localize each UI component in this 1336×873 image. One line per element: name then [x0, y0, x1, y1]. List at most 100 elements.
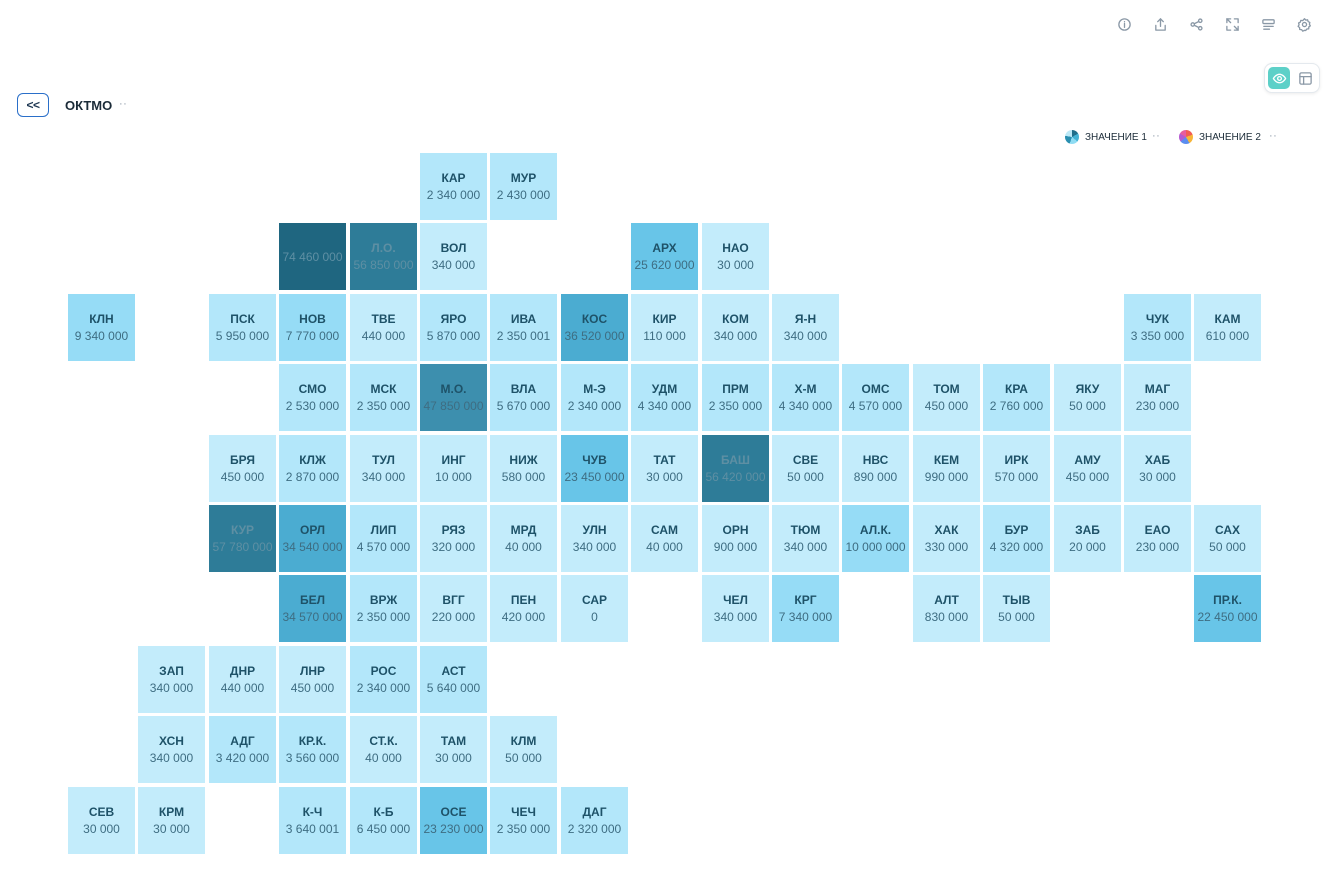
region-tile[interactable]: ЗАП 340 000 [138, 646, 205, 713]
region-tile[interactable]: КОМ 340 000 [702, 294, 769, 361]
region-tile[interactable]: ТЫВ 50 000 [983, 575, 1050, 642]
region-tile[interactable]: АРХ 25 620 000 [631, 223, 698, 290]
region-tile[interactable]: НИЖ 580 000 [490, 435, 557, 502]
region-tile[interactable]: ЛНР 450 000 [279, 646, 346, 713]
region-tile[interactable]: ПРМ 2 350 000 [702, 364, 769, 431]
region-tile[interactable]: СТ.К. 40 000 [350, 716, 417, 783]
region-tile[interactable]: ВЛА 5 670 000 [490, 364, 557, 431]
region-tile[interactable]: КР.К. 3 560 000 [279, 716, 346, 783]
region-tile[interactable]: ЯРО 5 870 000 [420, 294, 487, 361]
region-tile[interactable]: АСТ 5 640 000 [420, 646, 487, 713]
region-tile[interactable]: ОМС 4 570 000 [842, 364, 909, 431]
region-tile[interactable]: ИРК 570 000 [983, 435, 1050, 502]
region-tile[interactable]: АЛТ 830 000 [913, 575, 980, 642]
region-tile[interactable]: ТАТ 30 000 [631, 435, 698, 502]
region-tile[interactable]: ТВЕ 440 000 [350, 294, 417, 361]
region-tile[interactable]: Х-М 4 340 000 [772, 364, 839, 431]
region-tile[interactable]: ОРЛ 34 540 000 [279, 505, 346, 572]
region-tile[interactable]: ПЕН 420 000 [490, 575, 557, 642]
region-tile[interactable]: САР 0 [561, 575, 628, 642]
region-tile[interactable]: БУР 4 320 000 [983, 505, 1050, 572]
region-tile[interactable]: Л.О. 56 850 000 [350, 223, 417, 290]
map-view-icon[interactable] [1268, 67, 1290, 89]
region-tile[interactable]: РЯЗ 320 000 [420, 505, 487, 572]
region-tile[interactable]: К-Ч 3 640 001 [279, 787, 346, 854]
region-tile[interactable]: ТАМ 30 000 [420, 716, 487, 783]
region-tile[interactable]: КРА 2 760 000 [983, 364, 1050, 431]
region-tile[interactable]: 74 460 000 [279, 223, 346, 290]
region-tile[interactable]: БРЯ 450 000 [209, 435, 276, 502]
region-tile[interactable]: ОРН 900 000 [702, 505, 769, 572]
info-icon[interactable] [1115, 15, 1133, 33]
region-tile[interactable]: К-Б 6 450 000 [350, 787, 417, 854]
region-tile[interactable]: ЛИП 4 570 000 [350, 505, 417, 572]
region-tile[interactable]: КУР 57 780 000 [209, 505, 276, 572]
region-tile[interactable]: САХ 50 000 [1194, 505, 1261, 572]
region-tile[interactable]: САМ 40 000 [631, 505, 698, 572]
region-tile[interactable]: ЗАБ 20 000 [1054, 505, 1121, 572]
region-tile[interactable]: АЛ.К. 10 000 000 [842, 505, 909, 572]
region-tile[interactable]: БЕЛ 34 570 000 [279, 575, 346, 642]
region-tile[interactable]: КАМ 610 000 [1194, 294, 1261, 361]
region-tile[interactable]: ПР.К. 22 450 000 [1194, 575, 1261, 642]
region-tile[interactable]: КИР 110 000 [631, 294, 698, 361]
region-tile[interactable]: КРМ 30 000 [138, 787, 205, 854]
region-tile[interactable]: ИВА 2 350 001 [490, 294, 557, 361]
filter-icon[interactable] [1259, 15, 1277, 33]
region-tile[interactable]: ЧЕЛ 340 000 [702, 575, 769, 642]
dimension-menu-dots[interactable]: ·· [119, 98, 128, 110]
region-tile[interactable]: ДАГ 2 320 000 [561, 787, 628, 854]
table-view-icon[interactable] [1294, 67, 1316, 89]
region-tile[interactable]: КЕМ 990 000 [913, 435, 980, 502]
region-tile[interactable]: АДГ 3 420 000 [209, 716, 276, 783]
legend-menu-dots[interactable]: ·· [1152, 130, 1161, 142]
region-tile[interactable]: КРГ 7 340 000 [772, 575, 839, 642]
region-tile[interactable]: БАШ 56 420 000 [702, 435, 769, 502]
region-tile[interactable]: ЧЕЧ 2 350 000 [490, 787, 557, 854]
legend-item-value-1[interactable]: ЗНАЧЕНИЕ 1 [1065, 129, 1147, 145]
region-tile[interactable]: КЛН 9 340 000 [68, 294, 135, 361]
legend-item-value-2[interactable]: ЗНАЧЕНИЕ 2 [1179, 129, 1261, 145]
region-tile[interactable]: УДМ 4 340 000 [631, 364, 698, 431]
region-tile[interactable]: СЕВ 30 000 [68, 787, 135, 854]
region-tile[interactable]: М.О. 47 850 000 [420, 364, 487, 431]
region-tile[interactable]: ХСН 340 000 [138, 716, 205, 783]
region-tile[interactable]: ЧУК 3 350 000 [1124, 294, 1191, 361]
region-tile[interactable]: ОСЕ 23 230 000 [420, 787, 487, 854]
region-tile[interactable]: МРД 40 000 [490, 505, 557, 572]
region-tile[interactable]: АМУ 450 000 [1054, 435, 1121, 502]
region-tile[interactable]: ИНГ 10 000 [420, 435, 487, 502]
export-icon[interactable] [1151, 15, 1169, 33]
legend-menu-dots[interactable]: ·· [1269, 130, 1278, 142]
region-tile[interactable]: МУР 2 430 000 [490, 153, 557, 220]
region-tile[interactable]: НОВ 7 770 000 [279, 294, 346, 361]
fullscreen-icon[interactable] [1223, 15, 1241, 33]
region-tile[interactable]: ДНР 440 000 [209, 646, 276, 713]
region-tile[interactable]: ЧУВ 23 450 000 [561, 435, 628, 502]
region-tile[interactable]: ВРЖ 2 350 000 [350, 575, 417, 642]
region-tile[interactable]: СМО 2 530 000 [279, 364, 346, 431]
region-tile[interactable]: ЕАО 230 000 [1124, 505, 1191, 572]
region-tile[interactable]: ВГГ 220 000 [420, 575, 487, 642]
region-tile[interactable]: НВС 890 000 [842, 435, 909, 502]
region-tile[interactable]: УЛН 340 000 [561, 505, 628, 572]
region-tile[interactable]: НАО 30 000 [702, 223, 769, 290]
region-tile[interactable]: ВОЛ 340 000 [420, 223, 487, 290]
settings-icon[interactable] [1295, 15, 1313, 33]
region-tile[interactable]: ТУЛ 340 000 [350, 435, 417, 502]
region-tile[interactable]: ПСК 5 950 000 [209, 294, 276, 361]
region-tile[interactable]: ХАБ 30 000 [1124, 435, 1191, 502]
region-tile[interactable]: СВЕ 50 000 [772, 435, 839, 502]
region-tile[interactable]: КОС 36 520 000 [561, 294, 628, 361]
region-tile[interactable]: ТЮМ 340 000 [772, 505, 839, 572]
region-tile[interactable]: КАР 2 340 000 [420, 153, 487, 220]
region-tile[interactable]: ЯКУ 50 000 [1054, 364, 1121, 431]
region-tile[interactable]: М-Э 2 340 000 [561, 364, 628, 431]
share-icon[interactable] [1187, 15, 1205, 33]
region-tile[interactable]: КЛМ 50 000 [490, 716, 557, 783]
back-button[interactable]: << [17, 93, 49, 117]
region-tile[interactable]: ТОМ 450 000 [913, 364, 980, 431]
region-tile[interactable]: КЛЖ 2 870 000 [279, 435, 346, 502]
region-tile[interactable]: РОС 2 340 000 [350, 646, 417, 713]
region-tile[interactable]: Я-Н 340 000 [772, 294, 839, 361]
